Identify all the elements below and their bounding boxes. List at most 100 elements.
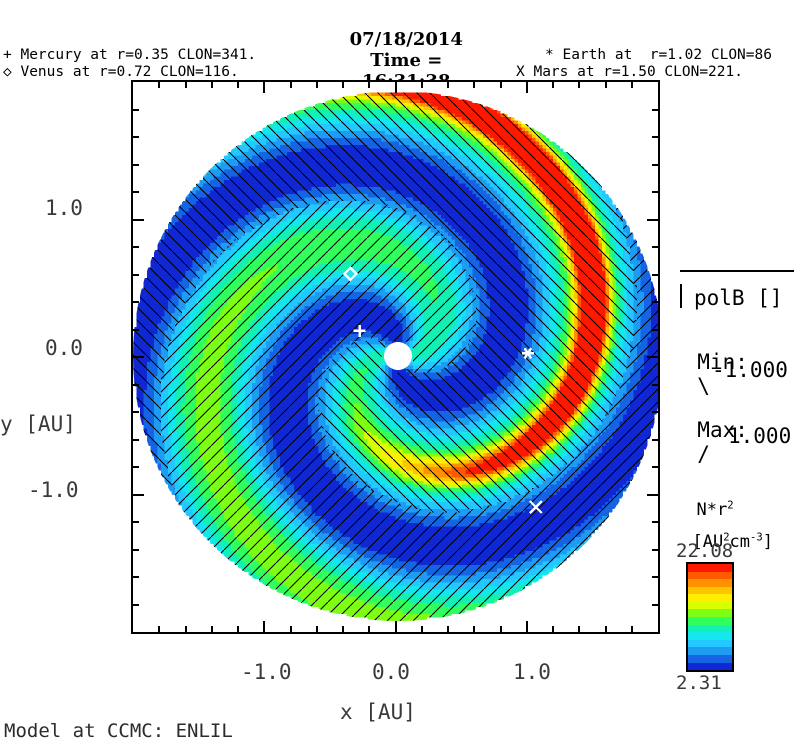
y-tick-right xyxy=(652,548,658,551)
colorbar-band-6 xyxy=(688,609,732,618)
x-tick xyxy=(184,626,187,632)
x-tick-label-minus1: -1.0 xyxy=(241,660,292,684)
x-tick xyxy=(315,626,318,632)
max-text: Max: xyxy=(697,418,748,442)
y-tick-right xyxy=(647,356,658,358)
x-tick xyxy=(552,626,554,632)
x-tick-top xyxy=(420,82,423,88)
marker-venus xyxy=(342,266,358,282)
x-tick xyxy=(473,626,476,632)
y-tick xyxy=(133,136,139,138)
polarity-max-label: Max: / xyxy=(672,394,748,466)
y-tick-right xyxy=(652,163,658,166)
y-tick-label-1: 1.0 xyxy=(45,196,83,220)
x-tick-top xyxy=(394,82,397,93)
title-time-label: Time = xyxy=(370,50,443,71)
colorbar-band-7 xyxy=(688,617,732,625)
y-tick xyxy=(133,411,139,413)
y-tick xyxy=(133,493,144,496)
units-exponent-2: -3 xyxy=(750,531,763,544)
x-tick-top xyxy=(315,82,318,88)
units-prefix: [AU xyxy=(692,532,724,552)
y-tick xyxy=(133,108,139,111)
x-tick xyxy=(263,621,266,632)
x-tick xyxy=(289,626,292,632)
plot-canvas xyxy=(133,82,658,632)
title-date: 07/18/2014 xyxy=(349,29,463,50)
polarity-min-label: Min: \ xyxy=(672,326,748,398)
x-tick xyxy=(210,626,213,632)
colorbar-band-4 xyxy=(688,594,732,602)
y-tick-right xyxy=(652,383,658,386)
x-tick-top xyxy=(604,82,607,88)
x-tick xyxy=(499,626,502,632)
colorbar-band-1 xyxy=(688,571,732,580)
colorbar xyxy=(686,562,734,672)
y-tick-right xyxy=(652,328,658,331)
colorbar-quantity: N*r xyxy=(696,500,728,520)
y-tick-right xyxy=(652,301,658,303)
y-tick xyxy=(133,273,139,276)
x-tick-top xyxy=(289,82,292,88)
x-tick-label-1: 1.0 xyxy=(513,660,551,684)
y-tick xyxy=(133,438,139,441)
y-tick xyxy=(133,576,139,578)
x-tick-top xyxy=(578,82,581,88)
x-tick xyxy=(368,626,371,632)
marker-mars xyxy=(528,500,543,514)
units-exponent-1: 2 xyxy=(723,531,730,544)
x-tick xyxy=(237,626,239,632)
colorbar-band-8 xyxy=(688,624,732,633)
colorbar-band-13 xyxy=(688,662,732,671)
y-tick xyxy=(133,521,139,523)
enlil-density-map xyxy=(133,92,658,621)
x-tick-top xyxy=(263,82,266,93)
x-tick xyxy=(342,626,344,632)
max-glyph: / xyxy=(697,442,710,466)
x-tick xyxy=(525,621,528,632)
min-glyph: \ xyxy=(697,374,710,398)
y-tick-right xyxy=(652,411,658,413)
y-tick xyxy=(133,191,139,193)
x-tick-top xyxy=(342,82,344,88)
x-tick xyxy=(447,626,449,632)
marker-mercury xyxy=(353,324,366,337)
y-tick-right xyxy=(652,191,658,193)
x-tick-top xyxy=(473,82,476,88)
colorbar-max-value: 22.08 xyxy=(676,540,734,562)
min-text: Min: xyxy=(697,350,748,374)
x-tick-top xyxy=(237,82,239,88)
y-tick xyxy=(133,383,139,386)
x-tick xyxy=(158,626,161,632)
y-tick-right xyxy=(647,493,658,496)
y-tick-right xyxy=(652,108,658,111)
y-tick-right xyxy=(652,603,658,606)
y-tick-right xyxy=(652,438,658,441)
y-tick xyxy=(133,218,144,221)
colorbar-quantity-exponent: 2 xyxy=(727,499,734,512)
y-tick-right xyxy=(652,576,658,578)
colorbar-band-0 xyxy=(688,564,732,572)
planet-info-earth: * Earth at r=1.02 CLON=86 xyxy=(545,47,772,63)
y-tick xyxy=(133,603,139,606)
polarity-min-value: -1.000 xyxy=(712,358,788,382)
y-tick xyxy=(133,301,139,303)
x-tick-top xyxy=(499,82,502,88)
x-tick-top xyxy=(552,82,554,88)
colorbar-band-2 xyxy=(688,579,732,587)
x-tick-top xyxy=(210,82,213,88)
polarity-field-label: polB [] xyxy=(694,286,783,310)
legend-divider xyxy=(680,270,794,272)
x-tick-top xyxy=(447,82,449,88)
x-tick xyxy=(420,626,423,632)
plot-area xyxy=(131,80,660,634)
y-tick xyxy=(133,246,139,248)
y-tick-right xyxy=(652,136,658,138)
x-tick-top xyxy=(368,82,371,88)
planet-info-mars: X Mars at r=1.50 CLON=221. xyxy=(516,64,743,80)
x-tick xyxy=(394,621,397,632)
colorbar-quantity-label: N*r2 xyxy=(676,480,734,520)
marker-earth xyxy=(521,347,534,360)
y-tick-right xyxy=(652,273,658,276)
y-tick xyxy=(133,356,144,358)
